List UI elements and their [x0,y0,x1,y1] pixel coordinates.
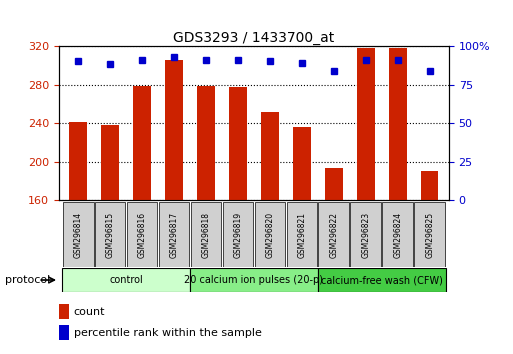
Bar [357,48,374,200]
Text: GSM296824: GSM296824 [393,211,402,258]
Bar [325,168,343,200]
Bar [191,202,221,267]
Text: GSM296820: GSM296820 [265,211,274,258]
Text: GSM296814: GSM296814 [74,211,83,258]
Text: GSM296822: GSM296822 [329,212,339,257]
Bar [389,48,406,200]
Text: GSM296823: GSM296823 [361,211,370,258]
Bar [382,202,413,267]
Text: count: count [74,307,105,316]
Bar [63,202,93,267]
Text: GSM296816: GSM296816 [137,211,147,258]
Text: 20 calcium ion pulses (20-p): 20 calcium ion pulses (20-p) [185,275,323,285]
Bar [261,113,279,200]
Text: protocol: protocol [5,275,50,285]
Bar [319,202,349,267]
Bar [415,202,445,267]
Bar [127,202,157,267]
Bar [59,325,69,340]
Text: GSM296815: GSM296815 [106,211,114,258]
Bar [159,202,189,267]
Text: control: control [109,275,143,285]
Bar [223,202,253,267]
Bar [102,125,119,200]
Bar [69,122,87,200]
Bar [165,61,183,200]
Bar [254,202,285,267]
Text: GSM296819: GSM296819 [233,211,243,258]
Bar [190,268,318,292]
Bar [421,171,439,200]
Text: GSM296818: GSM296818 [202,212,210,257]
Title: GDS3293 / 1433700_at: GDS3293 / 1433700_at [173,31,334,45]
Bar [318,268,446,292]
Text: GSM296821: GSM296821 [298,212,306,257]
Bar [133,86,151,200]
Bar [95,202,126,267]
Bar [293,127,311,200]
Text: GSM296825: GSM296825 [425,211,434,258]
Bar [287,202,317,267]
Bar [59,304,69,319]
Bar [197,86,215,200]
Bar [62,268,190,292]
Bar [350,202,381,267]
Bar [229,87,247,200]
Text: percentile rank within the sample: percentile rank within the sample [74,328,262,338]
Text: calcium-free wash (CFW): calcium-free wash (CFW) [321,275,443,285]
Text: GSM296817: GSM296817 [169,211,179,258]
